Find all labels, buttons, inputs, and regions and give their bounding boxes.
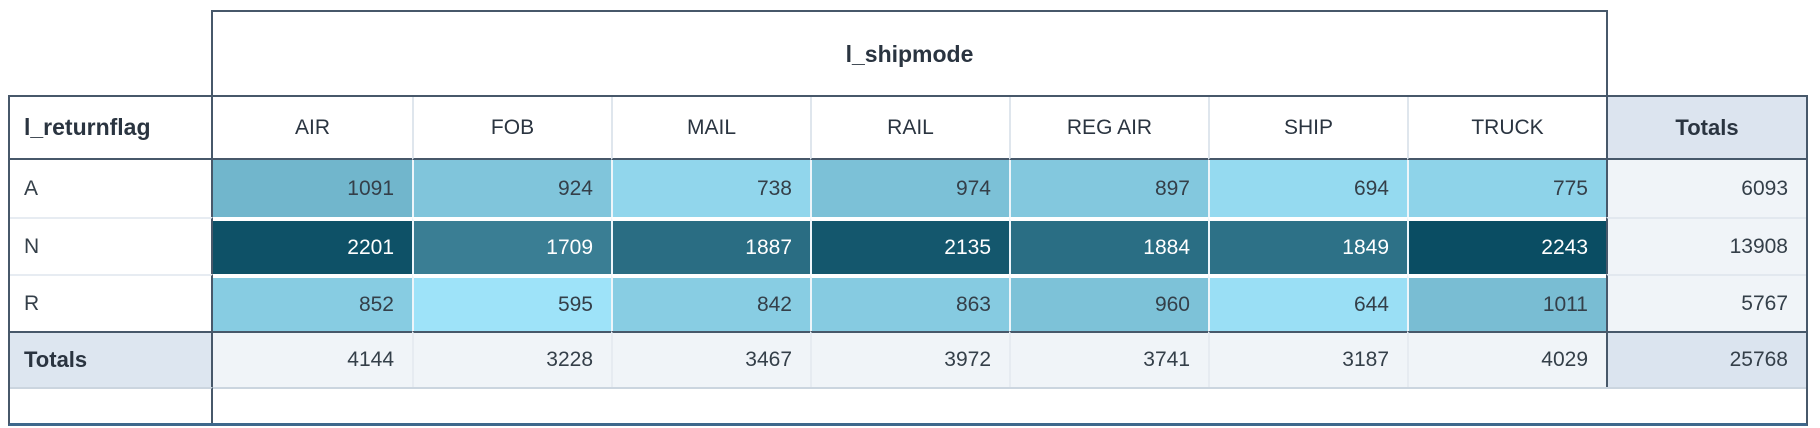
heatmap-cell[interactable]: 775 (1407, 160, 1606, 217)
column-dimension-label: l_shipmode (845, 41, 974, 67)
column-total-cell[interactable]: 3187 (1208, 331, 1407, 387)
row-total-cell[interactable]: 5767 (1606, 274, 1806, 331)
column-total-cell[interactable]: 3972 (810, 331, 1009, 387)
row-label[interactable]: R (10, 274, 213, 331)
heatmap-cell[interactable]: 1884 (1009, 217, 1208, 274)
heatmap-cell[interactable]: 738 (611, 160, 810, 217)
heatmap-cell[interactable]: 1011 (1407, 274, 1606, 331)
empty-row (213, 387, 1806, 423)
heatmap-cell[interactable]: 2201 (213, 217, 412, 274)
totals-row-label: Totals (10, 331, 213, 387)
row-label[interactable]: N (10, 217, 213, 274)
column-header[interactable]: FOB (412, 97, 611, 160)
row-dimension-header: l_returnflag (10, 97, 213, 160)
heatmap-cell[interactable]: 852 (213, 274, 412, 331)
heatmap-cell[interactable]: 694 (1208, 160, 1407, 217)
heatmap-cell[interactable]: 863 (810, 274, 1009, 331)
heatmap-cell[interactable]: 644 (1208, 274, 1407, 331)
empty-row-label (10, 387, 213, 423)
heatmap-cell[interactable]: 960 (1009, 274, 1208, 331)
heatmap-cell[interactable]: 2243 (1407, 217, 1606, 274)
column-total-cell[interactable]: 3228 (412, 331, 611, 387)
row-total-cell[interactable]: 6093 (1606, 160, 1806, 217)
column-total-cell[interactable]: 4029 (1407, 331, 1606, 387)
column-total-cell[interactable]: 3741 (1009, 331, 1208, 387)
column-total-cell[interactable]: 4144 (213, 331, 412, 387)
row-total-cell[interactable]: 13908 (1606, 217, 1806, 274)
grand-total-cell[interactable]: 25768 (1606, 331, 1806, 387)
heatmap-cell[interactable]: 2135 (810, 217, 1009, 274)
column-dimension-header: l_shipmode (211, 10, 1608, 97)
row-label[interactable]: A (10, 160, 213, 217)
heatmap-cell[interactable]: 842 (611, 274, 810, 331)
column-total-cell[interactable]: 3467 (611, 331, 810, 387)
column-header[interactable]: AIR (213, 97, 412, 160)
row-totals-column-header[interactable]: Totals (1606, 97, 1806, 160)
heatmap-cell[interactable]: 595 (412, 274, 611, 331)
heatmap-cell[interactable]: 1091 (213, 160, 412, 217)
heatmap-cell[interactable]: 924 (412, 160, 611, 217)
column-header[interactable]: MAIL (611, 97, 810, 160)
pivot-table: l_returnflag AIR FOB MAIL RAIL REG AIR SHIP TRU… (8, 95, 1808, 426)
column-header[interactable]: RAIL (810, 97, 1009, 160)
heatmap-cell[interactable]: 1849 (1208, 217, 1407, 274)
column-header[interactable]: REG AIR (1009, 97, 1208, 160)
column-header[interactable]: TRUCK (1407, 97, 1606, 160)
heatmap-cell[interactable]: 897 (1009, 160, 1208, 217)
heatmap-cell[interactable]: 1887 (611, 217, 810, 274)
heatmap-cell[interactable]: 974 (810, 160, 1009, 217)
heatmap-cell[interactable]: 1709 (412, 217, 611, 274)
column-header[interactable]: SHIP (1208, 97, 1407, 160)
